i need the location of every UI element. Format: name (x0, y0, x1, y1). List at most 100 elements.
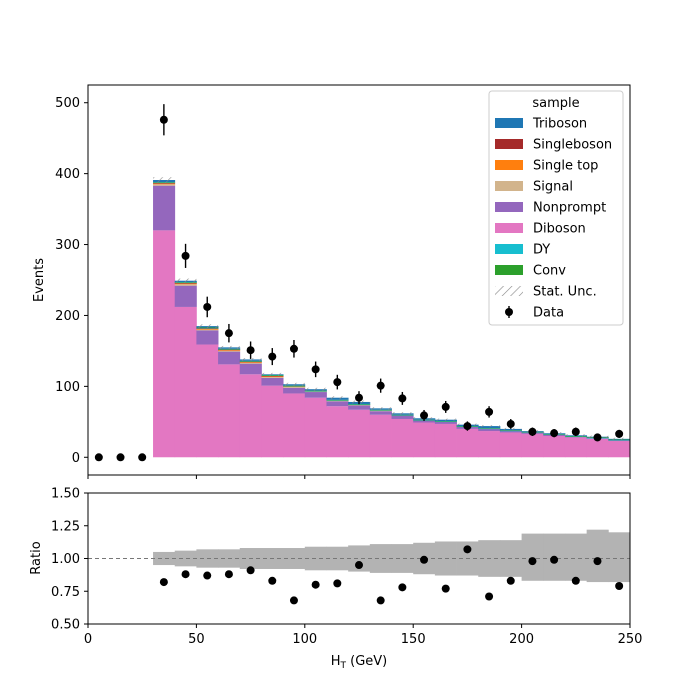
ratio-point (420, 555, 429, 564)
data-point (376, 381, 385, 390)
ratio-band-bin (153, 551, 176, 566)
ratio-point (333, 579, 342, 588)
bar-conv (283, 385, 306, 387)
legend-entry: Signal (533, 180, 573, 195)
bar-conv (348, 404, 371, 405)
stat-unc-band (261, 372, 284, 376)
legend-swatch (495, 181, 523, 191)
bar-nonprompt (478, 428, 501, 432)
main-x-ticks (87, 475, 631, 479)
stat-unc-band (391, 412, 414, 415)
main-y-axis-label: Events (32, 258, 47, 302)
ratio-point (355, 561, 363, 570)
ratio-band-bin (326, 546, 349, 571)
bar-singleboson (218, 349, 241, 351)
main-y-ticks: 0 100 200 300 400 500 (55, 96, 88, 466)
data-point (311, 365, 320, 374)
ratio-point (550, 555, 559, 564)
bar-nonprompt (348, 405, 371, 410)
ratio-point (463, 545, 472, 554)
legend-title: sample (532, 96, 579, 111)
data-point (398, 394, 407, 403)
bar-nonprompt (499, 431, 522, 433)
x-label-subscript: T (340, 661, 347, 671)
bar-diboson (369, 414, 392, 458)
bar-diboson (196, 344, 219, 458)
bar-signal (326, 400, 349, 402)
data-point (550, 429, 559, 438)
bar-dy (434, 421, 457, 423)
legend-swatch (495, 118, 523, 128)
ratio-y-axis-label: Ratio (29, 541, 44, 574)
bar-diboson (261, 385, 284, 458)
data-point (615, 429, 624, 438)
data-point (94, 453, 103, 462)
main-panel: 0 100 200 300 400 500 Events (32, 84, 631, 479)
series-signal (153, 184, 392, 412)
data-point (333, 378, 342, 387)
bar-diboson (239, 374, 262, 458)
ratio-point (593, 557, 602, 566)
bar-dy (478, 428, 501, 430)
series-single-top (153, 183, 306, 388)
data-point (593, 433, 602, 442)
bar-signal (239, 362, 262, 364)
legend-entry: Triboson (532, 117, 587, 132)
main-panel-frame (87, 84, 631, 476)
bar-single-top (174, 283, 197, 285)
ratio-band-bin (348, 545, 371, 572)
bar-single-top (153, 183, 176, 185)
ratio-band-bin (608, 532, 630, 583)
bar-nonprompt (153, 185, 176, 231)
x-tick-label: 50 (188, 632, 205, 647)
bar-single-top (196, 328, 219, 330)
ratio-point (615, 582, 624, 591)
ratio-point (181, 570, 190, 579)
data-point (159, 115, 168, 124)
ratio-band-bin (564, 533, 588, 581)
legend-swatch (495, 223, 523, 233)
bar-diboson (543, 436, 566, 458)
y-tick-label: 200 (55, 309, 80, 324)
data-point (485, 407, 494, 416)
ratio-band-bin (174, 550, 197, 567)
bar-nonprompt (413, 420, 436, 423)
bar-diboson (608, 440, 630, 458)
bar-nonprompt (174, 285, 197, 307)
bar-diboson (283, 393, 306, 458)
bar-diboson (478, 431, 501, 458)
series-singleboson (153, 182, 284, 377)
bar-dy (218, 349, 241, 350)
bar-nonprompt (239, 363, 262, 375)
x-tick-label: 200 (509, 632, 534, 647)
bar-signal (304, 391, 327, 393)
legend-entry: Single top (533, 159, 598, 174)
legend-swatch-hatch (495, 286, 523, 296)
y-tick-label: 0.75 (51, 585, 80, 600)
ratio-point (268, 576, 277, 585)
bar-dy (608, 439, 630, 441)
legend-swatch (495, 160, 523, 170)
ratio-point (506, 576, 515, 585)
stat-unc-band (326, 396, 349, 400)
ratio-point (224, 570, 233, 579)
ratio-band-bin (369, 544, 392, 573)
x-label-main: H (331, 654, 341, 669)
bar-nonprompt (218, 351, 241, 365)
bar-signal (261, 377, 284, 378)
bar-nonprompt (283, 387, 306, 394)
ratio-point (376, 596, 385, 605)
ratio-points (159, 545, 624, 605)
data-point (246, 346, 255, 355)
ratio-point (289, 596, 298, 605)
y-tick-label: 1.00 (51, 552, 80, 567)
data-point (181, 251, 190, 260)
legend: sample Triboson Singleboson Single top Signa… (488, 90, 624, 326)
stat-unc-band (239, 358, 262, 361)
legend-swatch (495, 202, 523, 212)
y-tick-label: 1.50 (51, 487, 80, 502)
bar-diboson (218, 364, 241, 458)
bar-conv (304, 390, 327, 392)
legend-entry: Nonprompt (533, 201, 606, 216)
